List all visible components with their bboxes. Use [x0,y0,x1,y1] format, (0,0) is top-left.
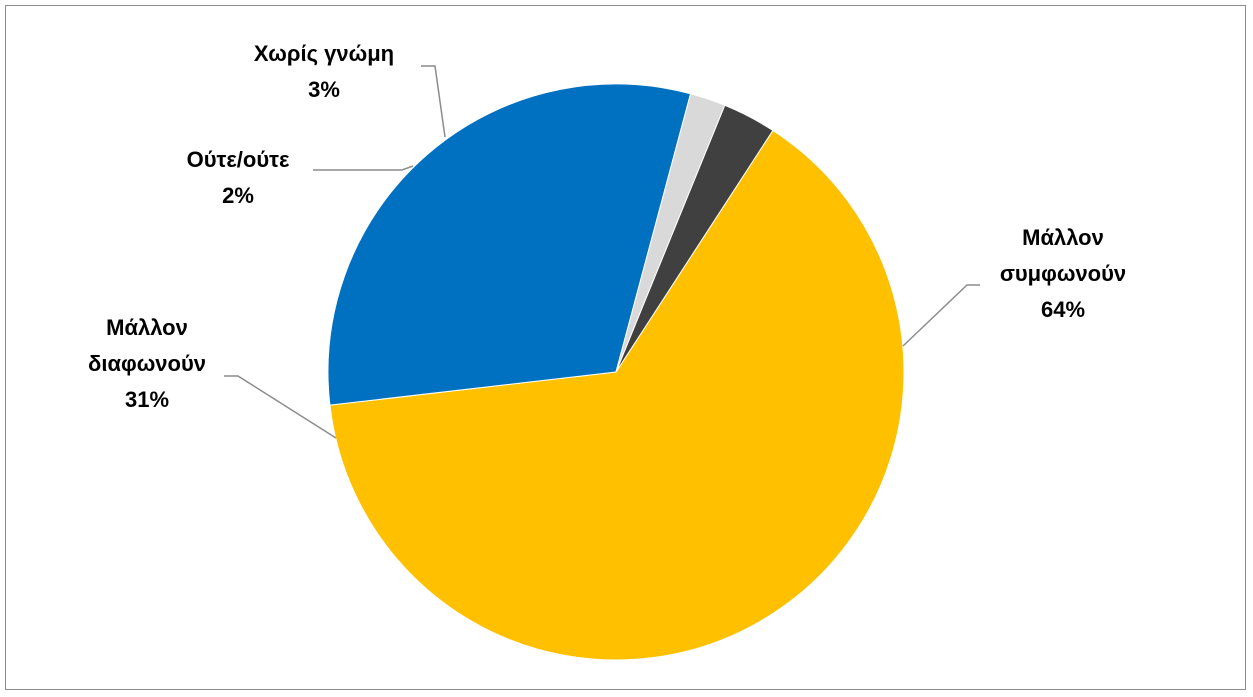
pie-slice-χωρις-γνωμη [615,104,774,373]
data-label-name-χωρις-γνωμη: Χωρίς γνώμη [254,41,394,66]
data-label-name-μαλλον-συμφωνουν: συμφωνούν [1000,261,1126,286]
data-label-name-ουτε-ουτε: Ούτε/ούτε [187,147,290,172]
data-label-value-ουτε-ουτε: 2% [222,183,254,208]
leader-lines [224,65,980,439]
leader-line-μαλλον-διαφωνουν [224,375,337,439]
data-label-name-μαλλον-διαφωνουν: διαφωνούν [88,351,206,376]
leader-line-ουτε-ουτε [313,165,414,171]
leader-line-μαλλον-συμφωνουν [902,284,980,347]
data-label-value-μαλλον-συμφωνουν: 64% [1041,297,1085,322]
slice-labels: Μάλλον συμφωνούν 64% Μάλλον διαφωνούν 31% Ούτε… [88,41,1126,412]
pie-slices [327,83,905,661]
pie-slice-μαλλον-συμφωνουν [329,129,905,661]
pie-slice-μαλλον-διαφωνουν [327,83,692,406]
leader-line-χωρις-γνωμη [421,65,446,138]
data-label-value-χωρις-γνωμη: 3% [308,77,340,102]
data-label-name-μαλλον-διαφωνουν: Μάλλον [106,315,188,340]
data-label-name-μαλλον-συμφωνουν: Μάλλον [1022,225,1104,250]
data-label-value-μαλλον-διαφωνουν: 31% [125,387,169,412]
